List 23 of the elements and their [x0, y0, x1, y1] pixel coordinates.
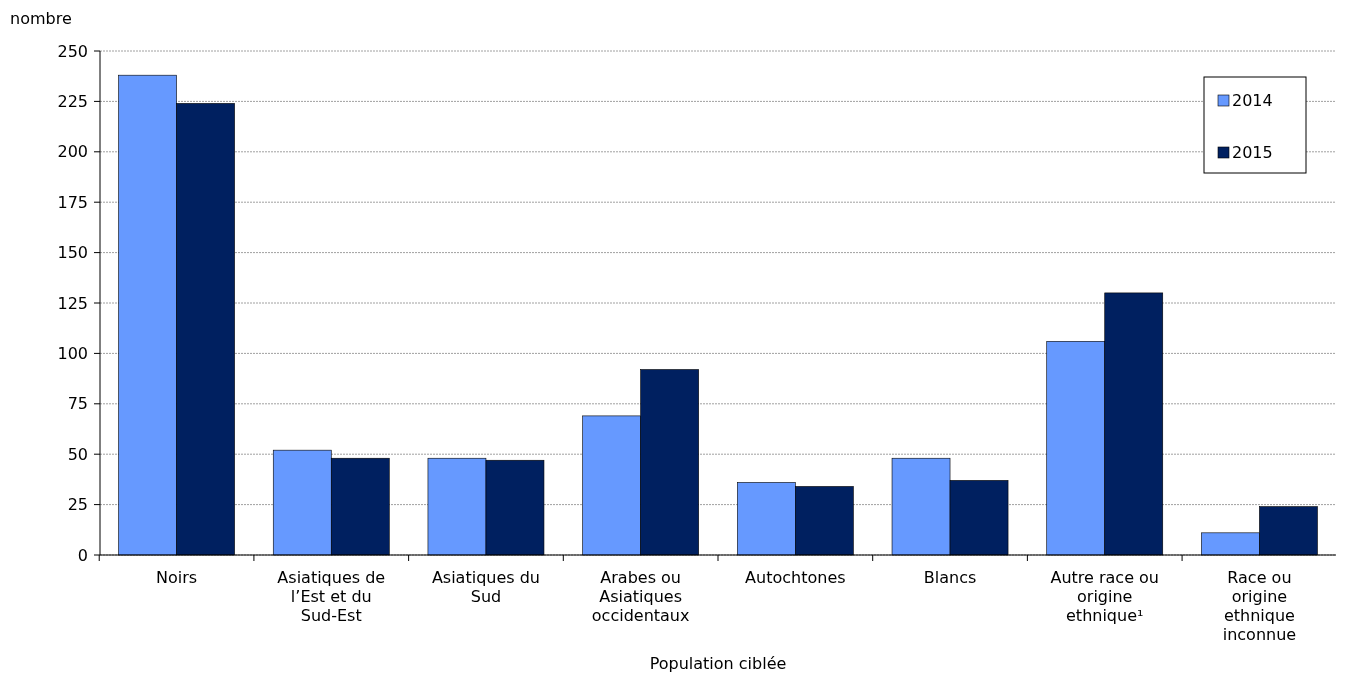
- x-tick-label: Autochtones: [745, 568, 846, 587]
- legend-label: 2015: [1232, 143, 1273, 162]
- x-tick-label: Blancs: [923, 568, 977, 587]
- y-tick-label: 25: [67, 495, 88, 515]
- x-tick-label: Asiatiques de l’Est et du Sud-Est: [277, 568, 386, 625]
- y-tick-label: 150: [57, 243, 88, 263]
- x-tick-label: Race ou origine ethnique inconnue: [1222, 568, 1297, 644]
- y-tick-label: 125: [57, 293, 88, 313]
- y-tick-label: 0: [77, 545, 88, 565]
- x-tick-label: Arabes ou Asiatiques occidentaux: [591, 568, 690, 625]
- x-axis-title: Population ciblée: [649, 654, 787, 673]
- x-tick-label: Noirs: [156, 568, 198, 587]
- y-tick-label: 200: [57, 142, 88, 162]
- y-axis-title: nombre: [10, 9, 72, 28]
- y-tick-label: 250: [57, 41, 88, 61]
- x-tick-label: Asiatiques du Sud: [431, 568, 541, 606]
- y-tick-label: 50: [67, 444, 88, 464]
- y-tick-label: 75: [67, 394, 88, 414]
- y-tick-label: 100: [57, 344, 88, 363]
- y-tick-label: 225: [57, 92, 88, 111]
- legend-label: 2014: [1232, 91, 1273, 110]
- y-tick-label: 175: [57, 192, 88, 212]
- x-tick-label: Autre race ou origine ethnique¹: [1050, 568, 1160, 625]
